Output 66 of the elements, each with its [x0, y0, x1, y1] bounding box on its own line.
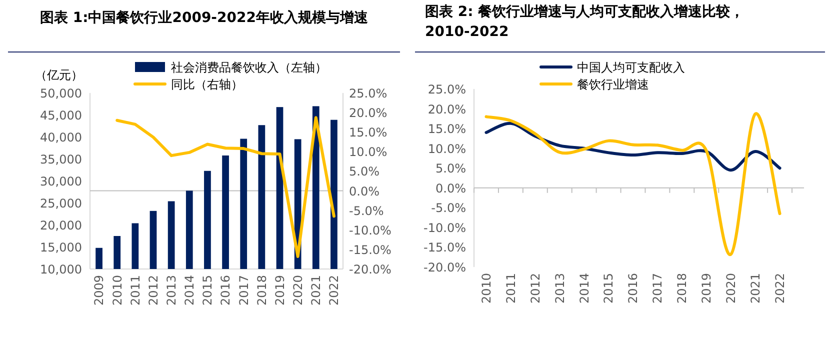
y2-tick-label: -5.0% — [349, 204, 384, 218]
x-tick-label: 2017 — [236, 275, 251, 306]
y-tick-label: 10,000 — [40, 262, 82, 276]
y2-tick-label: 0.0% — [349, 184, 380, 198]
x-tick-label: 2011 — [504, 273, 518, 304]
line-series — [116, 116, 336, 258]
x-tick-label: 2015 — [602, 273, 616, 304]
x-tick-label: 2009 — [92, 275, 106, 306]
y-tick-label: 15,000 — [40, 240, 82, 254]
y2-tick-label: 15.0% — [349, 126, 388, 140]
chart-title: 图表 2: 餐饮行业增速与人均可支配收入增速比较，2010-2022 — [425, 4, 744, 40]
y2-tick-label: -10.0% — [349, 223, 392, 238]
y-tick-label: 20,000 — [40, 218, 82, 232]
y-tick-label: 5.0% — [436, 162, 466, 176]
y-tick-label: 20.0% — [428, 102, 466, 116]
legend-label: 同比（右轴） — [171, 78, 243, 92]
y-tick-label: 10.0% — [428, 142, 466, 156]
y-tick-label: 25.0% — [428, 82, 466, 96]
x-tick-label: 2020 — [291, 275, 306, 306]
x-tick-label: 2018 — [254, 275, 269, 306]
y-tick-label: 40,000 — [40, 130, 82, 144]
y2-tick-label: 5.0% — [349, 164, 380, 179]
y2-tick-label: 25.0% — [349, 86, 388, 100]
y-tick-label: -20.0% — [424, 260, 466, 274]
x-tick-label: 2012 — [146, 275, 160, 306]
x-tick-label: 2017 — [650, 273, 665, 304]
y-tick-label: 35,000 — [40, 152, 82, 166]
legend-label: 中国人均可支配收入 — [577, 60, 685, 74]
x-tick-label: 2015 — [200, 275, 215, 306]
x-tick-label: 2021 — [309, 275, 324, 306]
legend-label: 社会消费品餐饮收入（左轴） — [171, 60, 327, 74]
y2-tick-label: 20.0% — [349, 106, 388, 120]
y-tick-label: -10.0% — [424, 220, 466, 235]
y2-tick-label: 10.0% — [349, 145, 388, 160]
y-tick-label: 30,000 — [40, 174, 82, 188]
x-tick-label: 2010 — [110, 275, 124, 306]
y-tick-label: 15.0% — [428, 122, 466, 136]
line-series — [484, 122, 782, 172]
y-tick-label: -15.0% — [424, 240, 466, 255]
x-tick-label: 2014 — [577, 273, 592, 304]
x-tick-label: 2021 — [748, 273, 763, 304]
x-tick-label: 2011 — [128, 275, 142, 306]
line-series — [484, 112, 782, 256]
y2-tick-label: -20.0% — [349, 262, 392, 276]
x-tick-label: 2013 — [552, 273, 567, 304]
x-tick-label: 2018 — [675, 273, 690, 304]
x-tick-label: 2013 — [164, 275, 179, 306]
x-tick-label: 2019 — [272, 275, 287, 306]
y-axis-title: （亿元） — [35, 68, 83, 82]
x-tick-label: 2010 — [479, 273, 494, 304]
x-tick-label: 2020 — [724, 273, 738, 304]
x-tick-label: 2014 — [182, 275, 197, 306]
x-tick-label: 2019 — [700, 273, 714, 304]
x-tick-label: 2022 — [772, 273, 787, 304]
y-tick-label: -5.0% — [431, 201, 466, 216]
y-tick-label: 45,000 — [40, 108, 82, 122]
chart-title: 图表 1:中国餐饮行业2009-2022年收入规模与增速 — [40, 10, 369, 26]
x-tick-label: 2022 — [327, 275, 342, 306]
x-tick-label: 2016 — [626, 273, 640, 304]
legend-label: 餐饮行业增速 — [577, 78, 649, 92]
y-tick-label: 0.0% — [436, 181, 466, 196]
y-tick-label: 50,000 — [40, 86, 82, 100]
x-tick-label: 2012 — [528, 273, 542, 304]
y-tick-label: 25,000 — [40, 196, 82, 210]
x-tick-label: 2016 — [218, 275, 233, 306]
y2-tick-label: -15.0% — [349, 242, 392, 257]
